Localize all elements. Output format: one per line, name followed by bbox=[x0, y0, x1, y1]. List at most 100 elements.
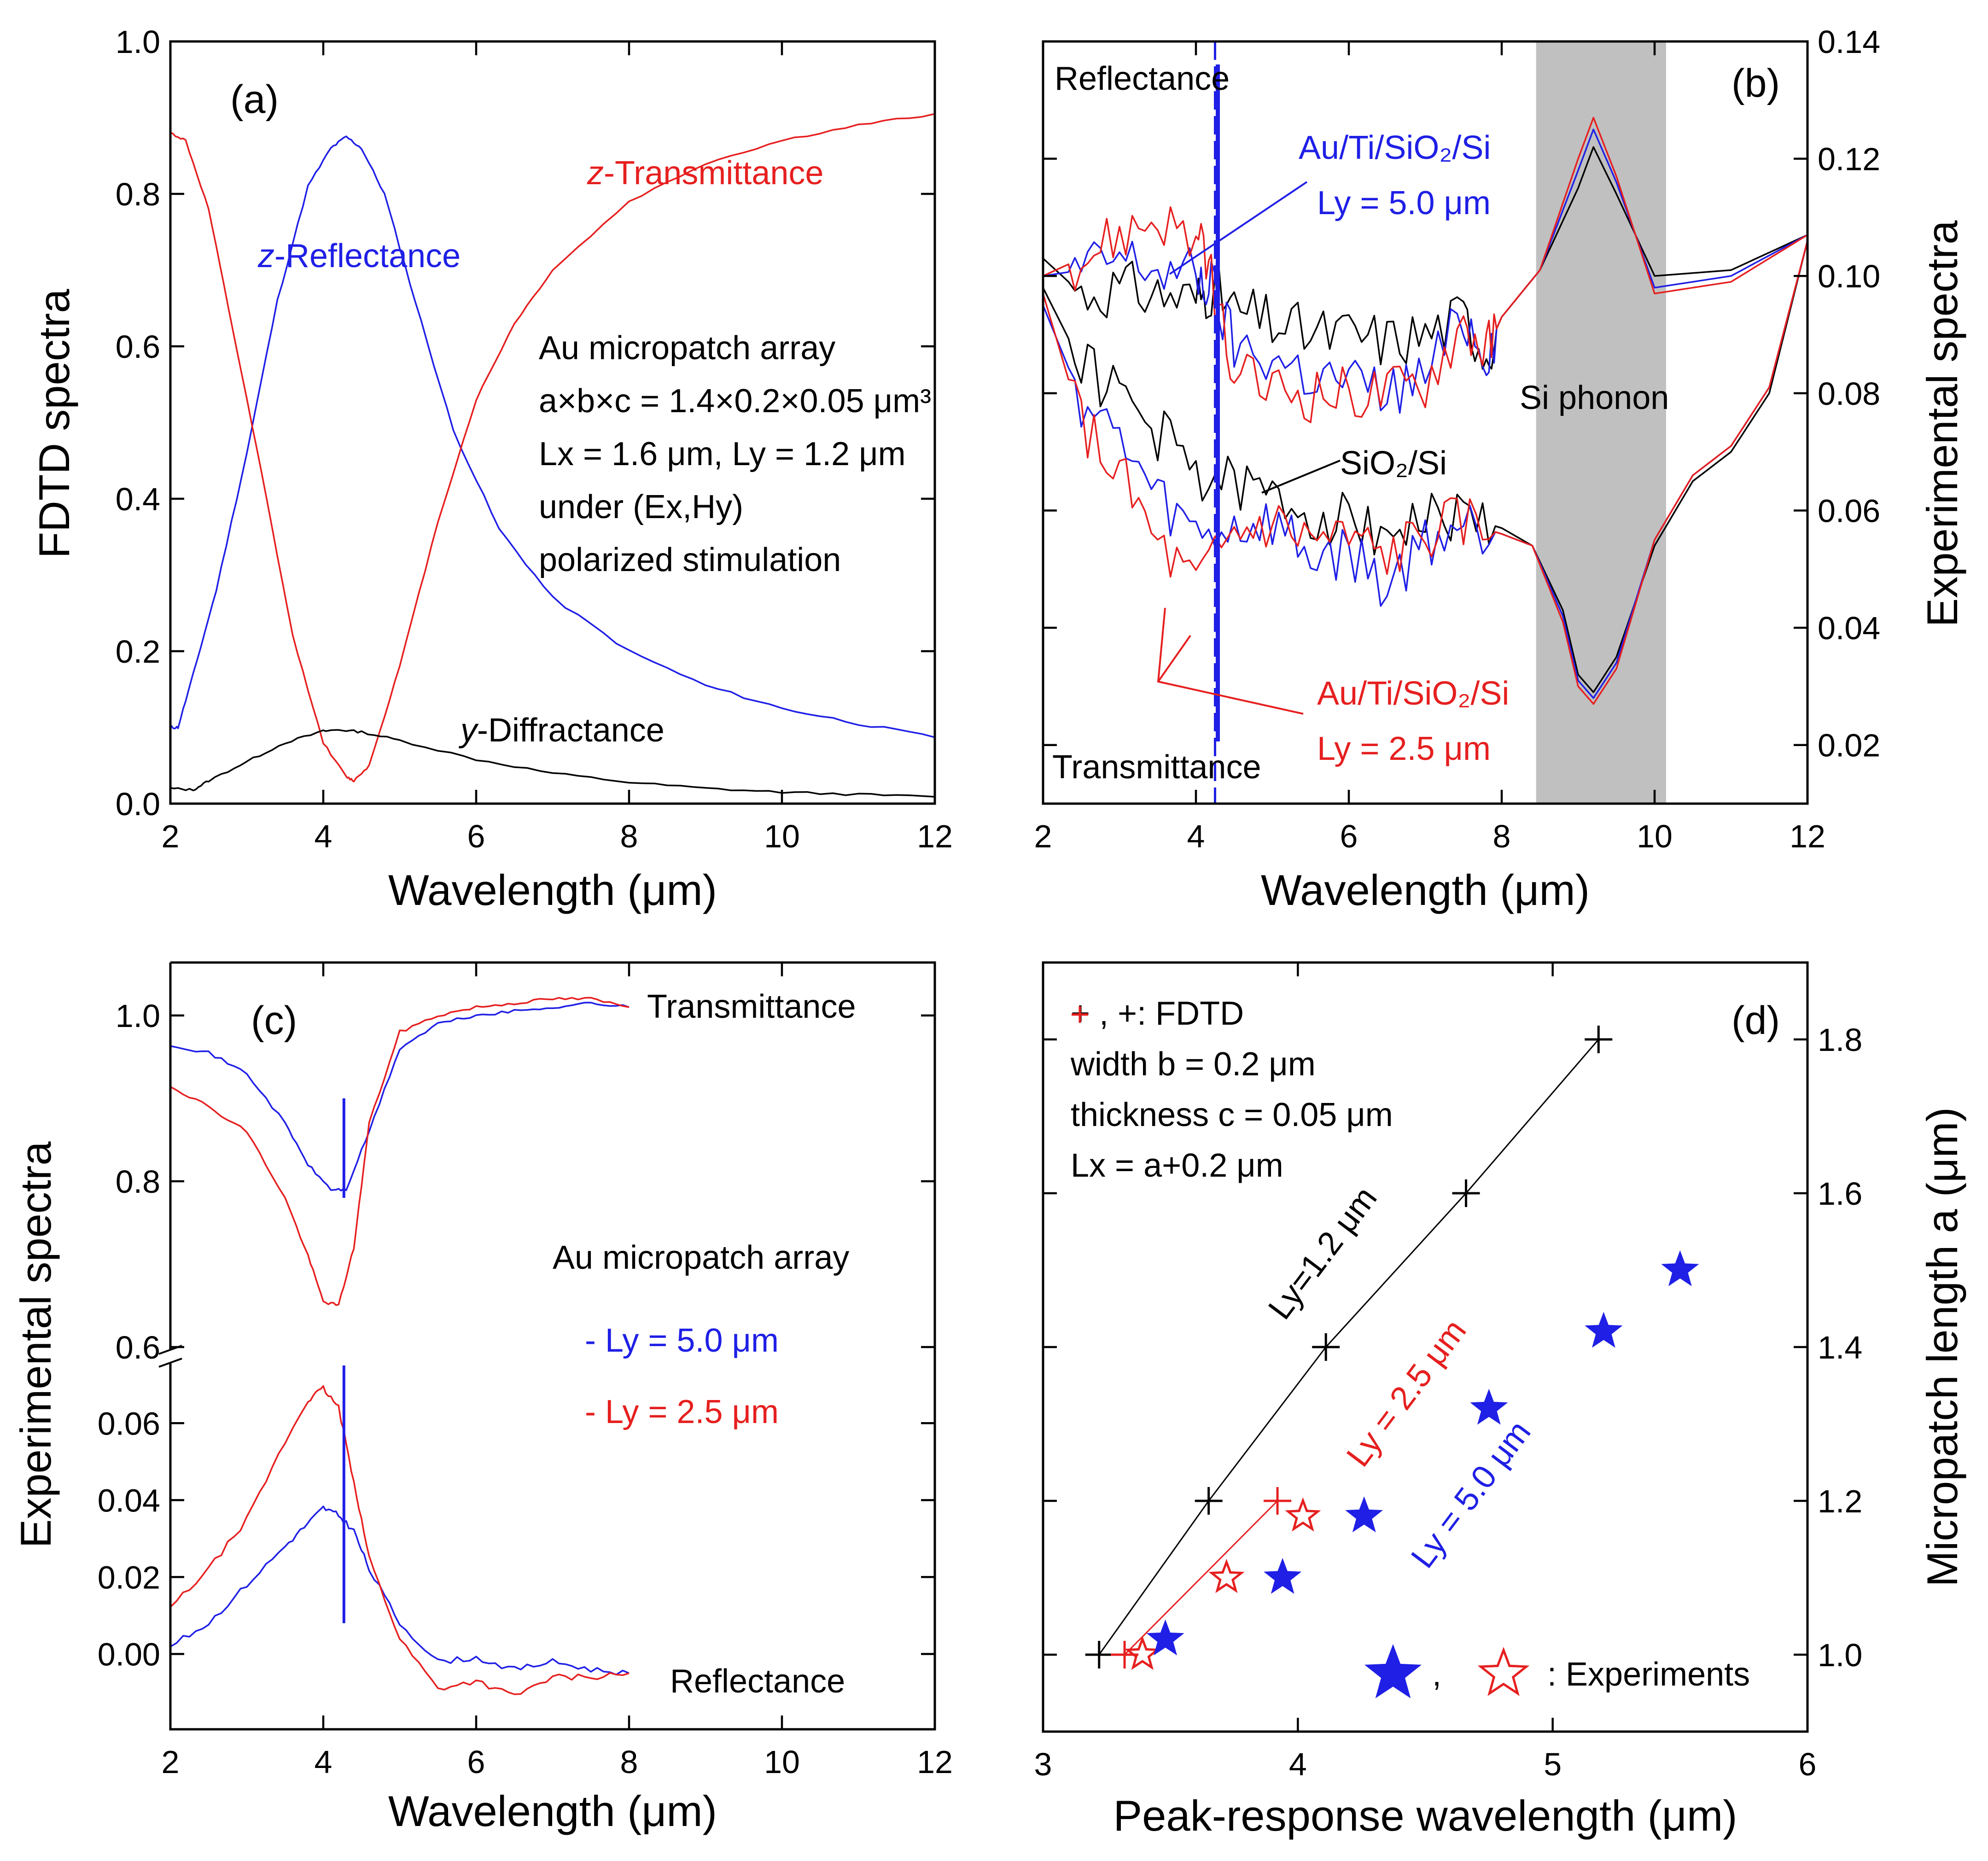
panel-a-ytick-label-0-8: 0.8 bbox=[116, 176, 160, 212]
panel-d-point-fdtd-ly-1-2-m-3 bbox=[1452, 1179, 1480, 1207]
panel-c-line-transmittance-ly-2-5-m bbox=[170, 997, 630, 1306]
panel-c-xtick-label-10: 10 bbox=[764, 1744, 800, 1780]
panel-b-xtick-label-6: 6 bbox=[1340, 818, 1358, 854]
panel-c-transmittance-label: Transmittance bbox=[647, 988, 856, 1025]
panel-a: 2 4 6 8 10 12 0.0 0.2 0.4 0.6 0.8 1.0 Wavelength (μ… bbox=[30, 24, 953, 914]
panel-d: 3 4 5 6 1.0 1.2 1.4 1.6 1.8 Peak-response wavele… bbox=[1034, 961, 1966, 1840]
panel-d-note-3: thickness c = 0.05 μm bbox=[1071, 1097, 1393, 1133]
panel-a-ytick-label-0-2: 0.2 bbox=[116, 634, 160, 670]
panel-a-ylabel: FDTD spectra bbox=[30, 289, 78, 559]
panel-d-point-experiment-ly-2-5-m-2 bbox=[1285, 1497, 1321, 1532]
panel-d-label: (d) bbox=[1731, 998, 1780, 1043]
panel-d-ytick-label-1-2: 1.2 bbox=[1818, 1483, 1862, 1519]
panel-d-point-fdtd-ly-1-2-m-0 bbox=[1085, 1641, 1113, 1668]
blue-leader-line bbox=[1169, 181, 1308, 275]
legend-ly-2-5: - Ly = 2.5 μm bbox=[585, 1394, 779, 1430]
panel-d-note-4: Lx = a+0.2 μm bbox=[1071, 1147, 1283, 1184]
panel-d-point-fdtd-ly-2-5-m-1 bbox=[1264, 1487, 1292, 1515]
panel-d-point-experiment-ly-5-0-m-4 bbox=[1585, 1312, 1623, 1348]
panel-a-ytick-label-0-4: 0.4 bbox=[116, 481, 160, 517]
panel-d-xtick-label-3: 3 bbox=[1034, 1746, 1052, 1782]
panel-b-line-reflectance-sio2-si bbox=[1043, 146, 1807, 370]
experiments-legend-label: : Experiments bbox=[1547, 1656, 1750, 1693]
panel-a-xtick-label-8: 8 bbox=[620, 818, 638, 854]
panel-a-frame bbox=[169, 40, 936, 805]
red-leader-line-1 bbox=[1157, 607, 1304, 715]
panel-d-point-experiment-ly-5-0-m-3 bbox=[1470, 1388, 1508, 1425]
panel-b-ytick-label-0-10: 0.10 bbox=[1818, 258, 1880, 294]
panel-d-legend-filled-star bbox=[1364, 1644, 1422, 1698]
panel-d-point-experiment-ly-2-5-m-1 bbox=[1208, 1558, 1245, 1593]
panel-d-legend-open-star bbox=[1477, 1646, 1530, 1696]
panel-c-lower-ytick-label-0-02: 0.02 bbox=[98, 1559, 160, 1595]
si-phonon-label: Si phonon bbox=[1520, 379, 1669, 416]
panel-d-ylabel: Micropatch length a (μm) bbox=[1918, 1107, 1966, 1587]
panel-b-transmittance-label: Transmittance bbox=[1052, 749, 1261, 786]
panel-d-fit-fdtd-ly-2-5-m bbox=[1124, 1500, 1278, 1656]
axis-break-mark-2 bbox=[158, 1358, 182, 1368]
panel-a-ytick-label-1-0: 1.0 bbox=[116, 24, 160, 60]
ly-2-5-label: Ly = 2.5 μm bbox=[1340, 1313, 1474, 1473]
panel-a-ytick-label-0-0: 0.0 bbox=[116, 786, 160, 822]
panel-a-xlabel: Wavelength (μm) bbox=[388, 866, 717, 914]
panel-a-xtick-label-6: 6 bbox=[467, 818, 485, 854]
red-leader-line-2 bbox=[1157, 635, 1191, 683]
panel-b-xlabel: Wavelength (μm) bbox=[1261, 866, 1590, 914]
y-diffractance-label: y-Diffractance bbox=[458, 712, 665, 749]
panel-a-xtick-label-12: 12 bbox=[917, 818, 953, 854]
panel-c-xtick-label-6: 6 bbox=[467, 1744, 485, 1780]
panel-c-upper-ytick-label-0-8: 0.8 bbox=[116, 1164, 160, 1200]
panel-c-upper-ytick-label-1-0: 1.0 bbox=[116, 998, 160, 1034]
panel-a-note-4: under (Ex,Hy) bbox=[539, 489, 743, 525]
panel-c-xtick-label-4: 4 bbox=[315, 1744, 332, 1780]
panel-c-xtick-label-8: 8 bbox=[620, 1744, 638, 1780]
panel-d-ytick-label-1-0: 1.0 bbox=[1818, 1637, 1862, 1673]
panel-a-line-z-reflectance bbox=[170, 135, 935, 738]
panel-d-ytick-label-1-8: 1.8 bbox=[1818, 1022, 1862, 1058]
z-transmittance-label: z-Transmittance bbox=[587, 155, 823, 192]
red-ly-label: Ly = 2.5 μm bbox=[1317, 730, 1491, 767]
blue-ly-label: Ly = 5.0 μm bbox=[1317, 185, 1491, 222]
panel-b-xtick-label-12: 12 bbox=[1790, 818, 1825, 854]
panel-c-frame bbox=[169, 961, 936, 1731]
panel-b-label: (b) bbox=[1731, 61, 1780, 105]
panel-c-line-reflectance-ly-2-5-m bbox=[170, 1385, 630, 1695]
black-leader-line bbox=[1261, 460, 1341, 494]
panel-b-xtick-label-8: 8 bbox=[1493, 818, 1511, 854]
panel-d-point-experiment-ly-5-0-m-1 bbox=[1264, 1558, 1302, 1594]
panel-d-legend-comma: , bbox=[1432, 1656, 1441, 1693]
panel-d-xtick-label-4: 4 bbox=[1289, 1746, 1307, 1782]
panel-b-xtick-label-4: 4 bbox=[1187, 818, 1205, 854]
panel-d-xlabel: Peak-response wavelength (μm) bbox=[1113, 1791, 1737, 1840]
panel-a-note-5: polarized stimulation bbox=[539, 542, 841, 578]
panel-a-label: (a) bbox=[230, 77, 279, 122]
panel-b-ytick-label-0-04: 0.04 bbox=[1818, 610, 1880, 646]
panel-c-array-label: Au micropatch array bbox=[553, 1239, 849, 1276]
panel-a-note-2: a×b×c = 1.4×0.2×0.05 μm³ bbox=[539, 383, 931, 420]
panel-b-line-transmittance-au-ti-sio2-si-ly-2-5-m bbox=[1043, 240, 1807, 705]
blue-sample-label: Au/Ti/SiO₂/Si bbox=[1299, 129, 1491, 166]
panel-c-upper-ytick-label-0-6: 0.6 bbox=[116, 1330, 160, 1365]
panel-a-line-z-transmittance bbox=[170, 113, 935, 782]
panel-c-xtick-label-2: 2 bbox=[162, 1744, 180, 1780]
panel-b-ytick-label-0-08: 0.08 bbox=[1818, 376, 1880, 412]
z-reflectance-label: z-Reflectance bbox=[257, 238, 461, 274]
panel-d-point-experiment-ly-2-5-m-0 bbox=[1124, 1635, 1160, 1670]
panel-c-reflectance-label: Reflectance bbox=[670, 1663, 845, 1700]
panel-c-lower-ytick-label-0-06: 0.06 bbox=[98, 1406, 160, 1441]
panel-b-ytick-label-0-14: 0.14 bbox=[1818, 24, 1880, 60]
legend-ly-5-0: - Ly = 5.0 μm bbox=[585, 1322, 779, 1359]
panel-b-line-reflectance-au-ti-sio2-si-ly-5-0-m bbox=[1043, 128, 1807, 414]
panel-a-note-3: Lx = 1.6 μm, Ly = 1.2 μm bbox=[539, 436, 906, 473]
panel-c-line-reflectance-ly-5-0-m bbox=[170, 1505, 630, 1676]
panel-d-xtick-label-5: 5 bbox=[1544, 1746, 1562, 1782]
panel-a-xtick-label-2: 2 bbox=[162, 818, 180, 854]
si-phonon-band bbox=[1536, 41, 1666, 804]
panel-b-reflectance-label: Reflectance bbox=[1055, 60, 1230, 97]
panel-d-ytick-label-1-4: 1.4 bbox=[1818, 1330, 1862, 1365]
panel-a-note-1: Au micropatch array bbox=[539, 330, 835, 367]
panel-c: 2 4 6 8 10 12 0.6 0.8 1.0 0.00 0.02 0.04 0.06 Wavele… bbox=[12, 961, 953, 1835]
panel-b-xtick-label-10: 10 bbox=[1637, 818, 1673, 854]
panel-b: 2 4 6 8 10 12 0.02 0.04 0.06 0.08 0.10 0.12 0.14 Wav… bbox=[1034, 24, 1966, 914]
